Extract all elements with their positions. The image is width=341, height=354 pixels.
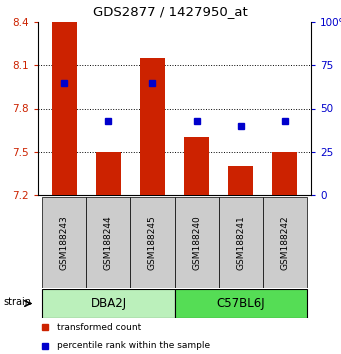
Bar [272,152,297,195]
Bar [42,197,86,288]
Bar [42,289,175,318]
Text: GSM188241: GSM188241 [236,215,245,270]
Bar [131,197,175,288]
Text: GSM188243: GSM188243 [60,215,69,270]
Text: GSM188240: GSM188240 [192,215,201,270]
Bar [97,152,121,195]
Text: C57BL6J: C57BL6J [216,297,265,310]
Bar [52,22,76,195]
Bar [263,197,307,288]
Text: strain: strain [3,297,31,307]
Bar [175,197,219,288]
Text: GSM188244: GSM188244 [104,215,113,270]
Text: percentile rank within the sample: percentile rank within the sample [57,341,210,350]
Text: transformed count: transformed count [57,323,142,332]
Bar [140,58,165,195]
Bar [228,166,253,195]
Bar [175,289,307,318]
Text: DBA2J: DBA2J [90,297,127,310]
Text: GSM188242: GSM188242 [280,215,289,270]
Bar [184,137,209,195]
Text: GDS2877 / 1427950_at: GDS2877 / 1427950_at [93,5,248,18]
Text: GSM188245: GSM188245 [148,215,157,270]
Bar [86,197,131,288]
Bar [219,197,263,288]
